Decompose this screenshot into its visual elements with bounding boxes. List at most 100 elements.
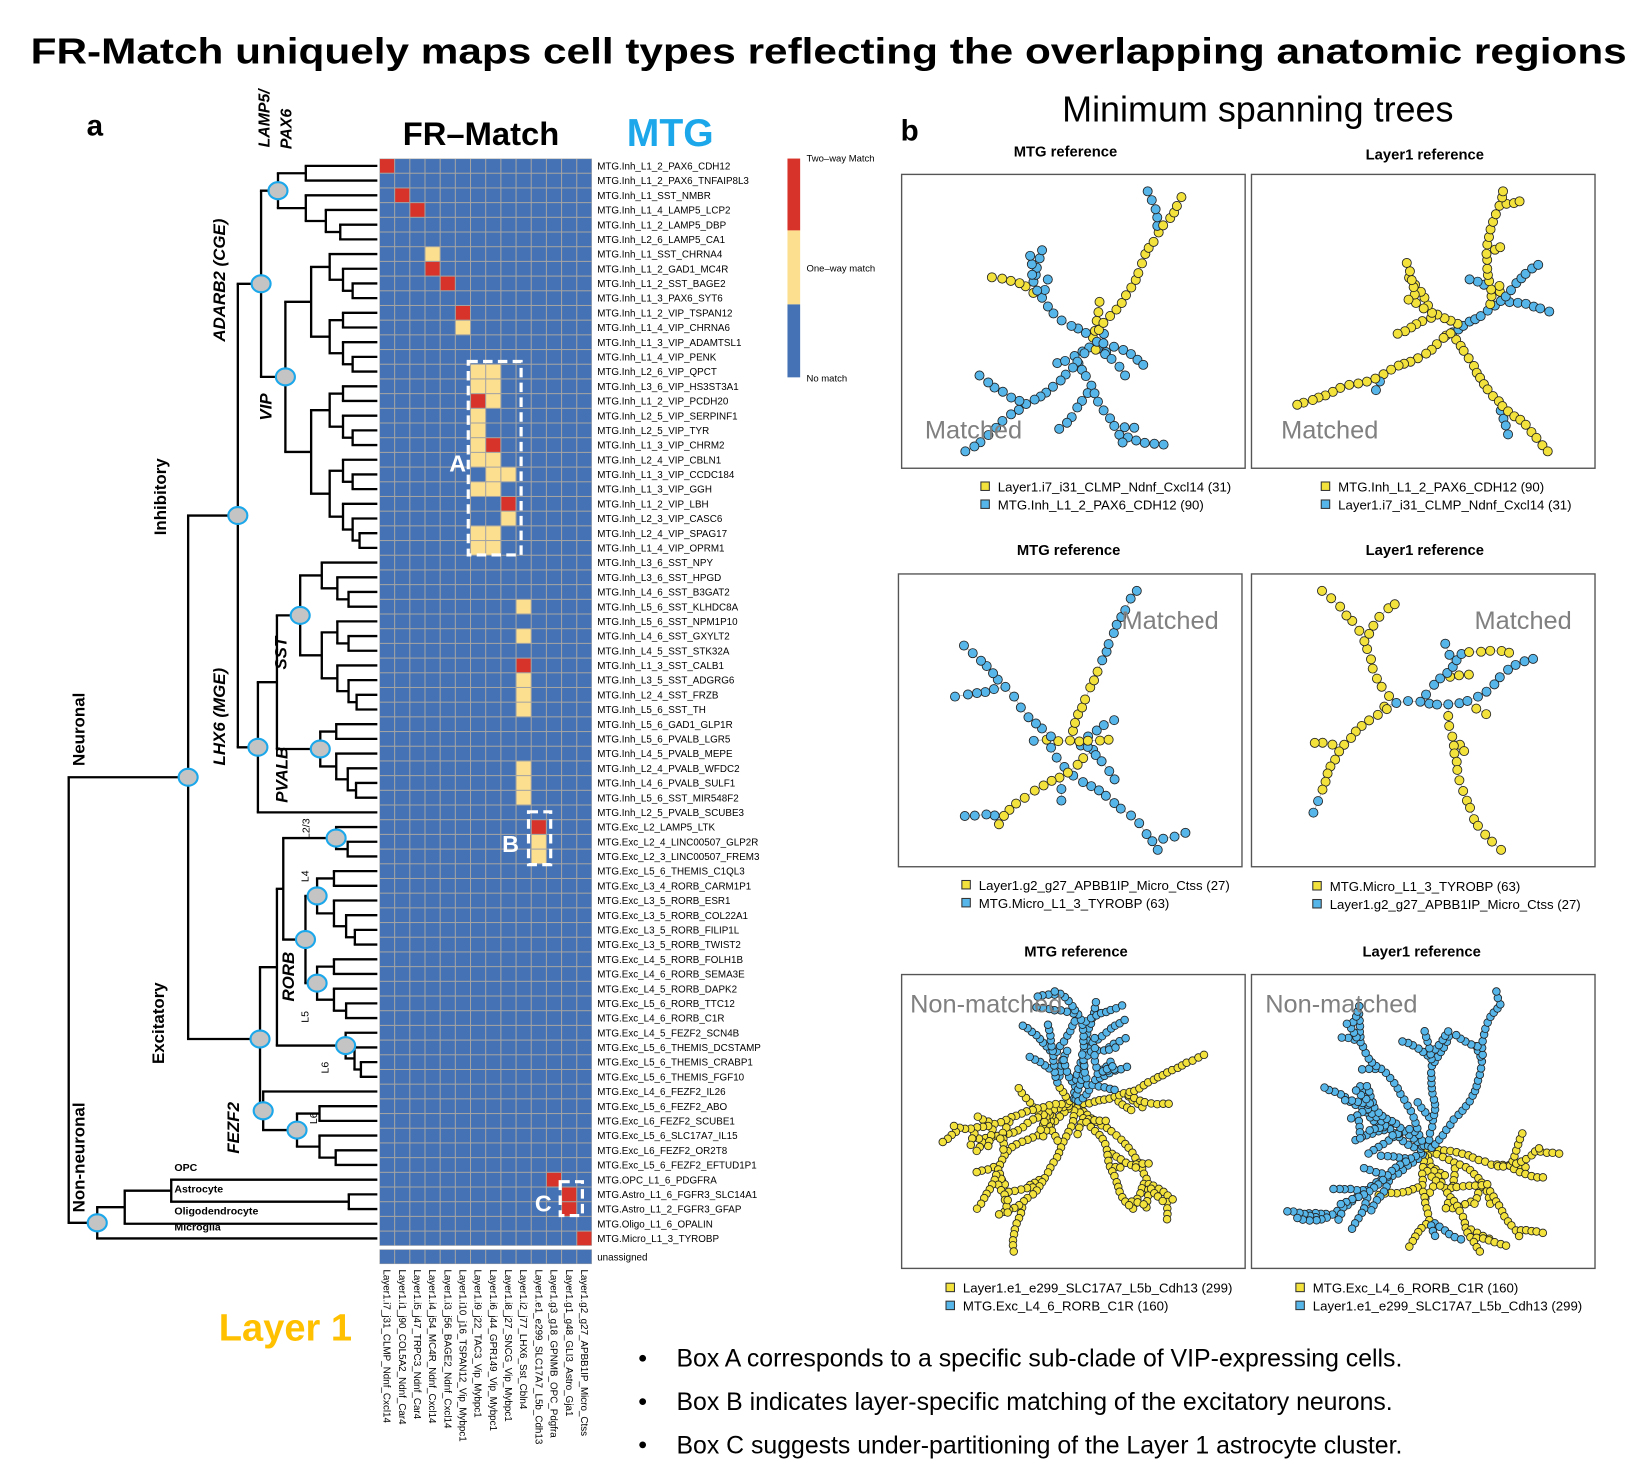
mst-point-yellow — [1497, 845, 1506, 854]
heatmap-cell — [577, 365, 591, 379]
heatmap-cell — [532, 673, 546, 687]
heatmap-cell — [577, 1026, 591, 1040]
heatmap-cell — [395, 850, 409, 864]
heatmap-cell — [517, 615, 531, 629]
row-label: MTG.Exc_L2_4_LINC00507_GLP2R — [597, 837, 758, 848]
row-label: MTG.Inh_L1_SST_CHRNA4 — [597, 250, 723, 261]
heatmap-cell — [486, 1143, 500, 1157]
heatmap-cell — [441, 321, 455, 335]
heatmap-cell — [517, 1114, 531, 1128]
row-label: MTG.Exc_L6_FEZF2_SCUBE1 — [597, 1116, 735, 1127]
heatmap-cell — [547, 1011, 561, 1025]
heatmap-cell — [426, 350, 440, 364]
heatmap-cell — [410, 497, 424, 511]
heatmap-cell — [486, 1250, 500, 1264]
heatmap-cell — [501, 468, 515, 482]
row-label: MTG.Inh_L4_5_SST_STK32A — [597, 646, 730, 657]
heatmap-cell — [577, 394, 591, 408]
heatmap-cell — [456, 791, 470, 805]
heatmap-cell — [562, 747, 576, 761]
heatmap-cell — [380, 864, 394, 878]
heatmap-cell — [410, 967, 424, 981]
row-label: MTG.Exc_L3_5_RORB_COL22A1 — [597, 911, 748, 922]
heatmap-cell — [501, 512, 515, 526]
heatmap-cell — [441, 1099, 455, 1113]
heatmap-cell — [410, 468, 424, 482]
heatmap-cell — [486, 879, 500, 893]
mst-point-yellow — [1127, 1106, 1135, 1114]
heatmap-cell — [471, 233, 485, 247]
heatmap-cell — [380, 277, 394, 291]
mst-point-blue — [1101, 791, 1110, 800]
mst-point-yellow — [1039, 781, 1048, 790]
heatmap-cell — [532, 688, 546, 702]
heatmap-cell — [380, 806, 394, 820]
mst-point-blue — [1028, 270, 1037, 279]
heatmap-cell — [532, 600, 546, 614]
mst-point-yellow — [1089, 676, 1098, 685]
heatmap-cell — [517, 218, 531, 232]
heatmap-cell — [395, 1085, 409, 1099]
mst-point-blue — [1019, 1022, 1027, 1030]
row-label: MTG.Inh_L5_6_SST_NPM1P10 — [597, 617, 738, 628]
mst-point-blue — [1093, 397, 1102, 406]
heatmap-cell — [486, 761, 500, 775]
heatmap-cell — [501, 335, 515, 349]
heatmap-cell — [517, 438, 531, 452]
legend-swatch-blue — [1296, 1301, 1304, 1309]
mst-point-blue — [1338, 1034, 1346, 1042]
heatmap-cell — [380, 835, 394, 849]
heatmap-cell — [501, 908, 515, 922]
heatmap-cell — [471, 1085, 485, 1099]
heatmap-cell — [395, 629, 409, 643]
heatmap-cell — [547, 629, 561, 643]
heatmap-cell — [410, 512, 424, 526]
row-label: MTG.Inh_L2_5_VIP_TYR — [597, 426, 709, 437]
heatmap-cell — [532, 482, 546, 496]
legend-swatch-blue — [962, 898, 970, 906]
heatmap-cell — [547, 321, 561, 335]
mst-point-blue — [1068, 363, 1077, 372]
dendrogram-node-marker — [276, 368, 295, 385]
heatmap-cell — [532, 570, 546, 584]
heatmap-cell — [562, 247, 576, 261]
heatmap-cell — [532, 379, 546, 393]
mst-point-blue — [1473, 277, 1482, 286]
mst-point-blue — [1143, 187, 1152, 196]
heatmap-cell — [547, 468, 561, 482]
heatmap-cell — [426, 1011, 440, 1025]
heatmap-cell — [471, 291, 485, 305]
heatmap-cell — [547, 233, 561, 247]
mst-point-blue — [1513, 298, 1522, 307]
mst-point-blue — [1038, 246, 1047, 255]
mst-point-blue — [1063, 1047, 1071, 1055]
heatmap-cell — [380, 526, 394, 540]
heatmap-cell — [547, 570, 561, 584]
heatmap-cell — [486, 453, 500, 467]
heatmap-cell — [532, 424, 546, 438]
heatmap-cell — [441, 1188, 455, 1202]
mst-point-yellow — [973, 1168, 981, 1176]
legend-label-two-way: Two–way Match — [806, 154, 874, 165]
heatmap-cell — [547, 541, 561, 555]
heatmap-cell — [486, 497, 500, 511]
heatmap-cell — [395, 1070, 409, 1084]
heatmap-cell — [562, 277, 576, 291]
mst-point-blue — [1061, 356, 1070, 365]
heatmap-cell — [380, 497, 394, 511]
heatmap-cell — [501, 1173, 515, 1187]
heatmap-cell — [441, 1055, 455, 1069]
row-label: MTG.Inh_L2_5_PVALB_SCUBE3 — [597, 808, 744, 819]
mst-point-blue — [975, 371, 984, 380]
mst-point-yellow — [1149, 237, 1158, 246]
legend-label-one-way: One–way match — [806, 264, 875, 275]
heatmap-cell — [486, 1055, 500, 1069]
mst-point-blue — [1078, 1051, 1086, 1059]
mst-point-blue — [1097, 757, 1106, 766]
heatmap-cell — [577, 453, 591, 467]
heatmap-cell — [486, 982, 500, 996]
heatmap-cell — [547, 776, 561, 790]
mst-point-blue — [1473, 692, 1482, 701]
heatmap-cell — [501, 688, 515, 702]
heatmap-cell — [471, 747, 485, 761]
